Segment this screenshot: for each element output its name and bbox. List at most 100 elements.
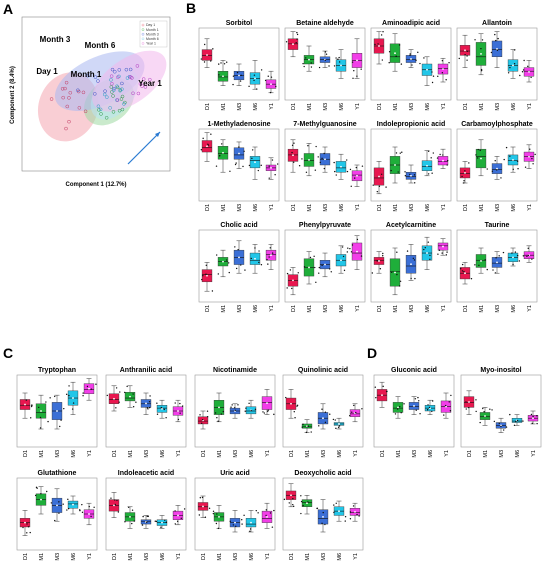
boxplot-mean [129,515,131,518]
boxplot-point [355,411,357,414]
boxplot-point [496,169,498,171]
boxplot-point [237,248,239,251]
boxplot-point [468,406,470,409]
boxplot-point [244,410,246,412]
boxplot-point [66,509,68,511]
boxplot-title: Taurine [485,222,510,229]
boxplot-point [93,506,95,508]
boxplot-mean [480,260,482,262]
boxplot-point [132,393,134,395]
boxplot-category-label: M1 [217,450,223,458]
boxplot-point [262,411,264,413]
boxplot-point [390,271,393,274]
boxplot-point [314,169,317,171]
boxplot-mean [464,272,466,275]
boxplot-point [432,75,435,77]
boxplot-point [412,257,415,260]
boxplot-point [216,513,218,515]
boxplot-category-label: M1 [393,103,399,111]
boxplot-category-label: Y1 [527,204,533,211]
boxplot-point [132,405,135,408]
boxplot-category-label: M3 [495,103,501,111]
boxplot-point [445,79,447,81]
boxplot-point [431,71,433,73]
boxplot-mean [410,263,412,266]
boxplot-point [315,281,317,283]
boxplot-category-label: M3 [323,305,329,313]
boxplot-mean [266,515,268,518]
boxplot-point [483,411,485,413]
boxplot-point [353,70,355,72]
boxplot-point [215,254,218,256]
pca-point [118,88,122,93]
boxplot-mean [292,279,294,282]
boxplot-point [156,413,159,415]
boxplot-point [297,272,299,274]
boxplot-point [265,509,268,511]
boxplot-point [72,402,75,404]
boxplot-point [263,412,266,414]
boxplot-title: Acetylcarnitine [386,222,436,229]
boxplot-point [302,423,304,426]
boxplot-category-label: M1 [307,103,313,111]
boxplot-point [229,520,231,523]
boxplot-point [243,514,245,517]
boxplot-point [294,417,296,419]
boxplot-point [293,161,295,164]
pca-point [136,91,141,96]
boxplot-category-label: Y1 [531,450,537,457]
boxplot-category-label: D1 [205,204,211,211]
boxplot-mean [161,407,163,410]
boxplot-point [275,85,277,88]
boxplot-point [124,391,126,394]
boxplot-category-label: M1 [396,450,402,458]
boxplot-point [241,523,243,525]
boxplot-point [260,264,263,266]
boxplot-point [432,400,434,402]
boxplot-category-label: M6 [511,204,517,212]
boxplot-point [201,418,204,421]
boxplot-category-label: M3 [412,450,418,458]
boxplot-mean [496,167,498,170]
pca-group-label: Year 1 [138,79,162,88]
boxplot-point [527,65,529,68]
boxplot-point [200,422,203,425]
pca-point [86,73,90,78]
boxplot-point [427,173,430,175]
boxplot-point [481,39,484,41]
boxplot-point [266,258,268,261]
pca-point [67,96,71,100]
boxplot-point [427,150,430,153]
boxplot-title: Quinolinic acid [298,367,348,374]
boxplot-point [79,509,81,512]
boxplot-category-label: Y1 [87,553,93,560]
boxplot-category-label: Y1 [87,450,93,457]
boxplot-category-label: M1 [305,450,311,458]
boxplot-mean [484,415,486,417]
boxplot-point [274,173,276,176]
panel-label-c: C [3,345,13,361]
pca-legend-entry: Month 1 [146,28,159,32]
boxplot-point [512,168,514,171]
boxplot-aminoadipic-acid: Aminoadipic acid D1 M1 M3 M6 Y1 [370,20,452,111]
boxplot-title: Nicotinamide [213,367,257,374]
boxplot-point [264,79,267,82]
boxplot-category-label: M1 [307,204,313,212]
boxplot-point [54,519,56,522]
boxplot-category-label: M3 [233,553,239,561]
boxplot-point [424,246,426,249]
boxplot-point [413,182,416,184]
pca-point [135,64,140,68]
boxplot-point [323,167,326,170]
boxplot-carbamoylphosphate: Carbamoylphosphate D1 M1 M3 M6 Y1 [456,121,538,212]
boxplot-mean [394,271,396,274]
boxplot-point [337,426,340,429]
boxplot-point [174,402,176,404]
boxplot-point [160,526,162,528]
boxplot-point [518,260,521,262]
boxplot-point [386,390,388,393]
boxplot-point [490,51,493,54]
boxplot-point [30,405,33,408]
boxplot-point [411,64,413,66]
